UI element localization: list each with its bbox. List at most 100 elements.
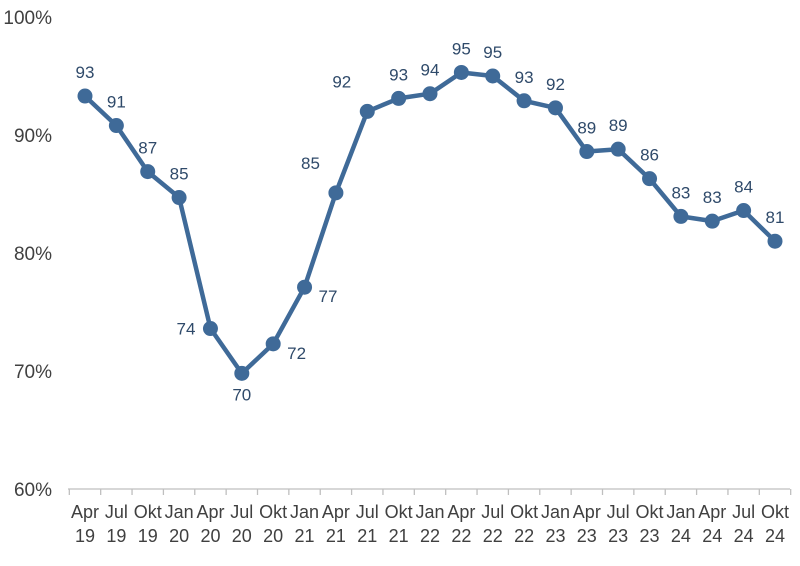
x-tick-label-line: Okt <box>636 502 664 522</box>
x-tick-label-line: 19 <box>106 526 126 546</box>
x-tick-label: Jan 22 <box>415 502 444 546</box>
data-label: 95 <box>483 43 502 62</box>
data-point <box>610 141 626 157</box>
x-tick-label: Jan 24 <box>666 502 695 546</box>
data-point <box>422 86 438 102</box>
data-point <box>516 93 532 109</box>
data-label: 95 <box>452 39 471 58</box>
x-tick-label-line: Jan <box>666 502 695 522</box>
data-label: 85 <box>170 165 189 184</box>
x-tick-label-line: 20 <box>169 526 189 546</box>
y-tick-label: 70% <box>14 362 52 383</box>
data-label: 89 <box>577 119 596 138</box>
data-point <box>328 185 344 201</box>
x-tick-label-line: Apr <box>447 502 475 522</box>
x-tick-label: Apr 21 <box>322 502 350 546</box>
x-tick-label-line: 21 <box>295 526 315 546</box>
data-label: 84 <box>734 178 753 197</box>
x-tick-label-line: 20 <box>263 526 283 546</box>
x-tick-label: Apr 19 <box>71 502 99 546</box>
x-tick-label: Okt 23 <box>636 502 664 546</box>
data-label: 86 <box>640 146 659 165</box>
x-tick-label-line: 23 <box>640 526 660 546</box>
x-tick-label: Okt 19 <box>134 502 162 546</box>
x-tick-label-line: 19 <box>75 526 95 546</box>
x-tick-label-line: 21 <box>357 526 377 546</box>
x-tick-label-line: 24 <box>734 526 754 546</box>
data-label: 93 <box>389 65 408 84</box>
x-tick-label-line: Jan <box>165 502 194 522</box>
x-tick-label: Okt 21 <box>385 502 413 546</box>
x-tick-label-line: 24 <box>765 526 785 546</box>
x-tick-label: Jul 21 <box>356 502 379 546</box>
x-tick-label-line: Jan <box>541 502 570 522</box>
x-tick-label-line: Jul <box>481 502 504 522</box>
x-tick-label-line: 24 <box>702 526 722 546</box>
x-tick-label-line: 21 <box>389 526 409 546</box>
x-tick-label-line: Apr <box>196 502 224 522</box>
x-tick-label-line: Okt <box>761 502 789 522</box>
data-point <box>234 365 250 381</box>
data-label: 83 <box>703 188 722 207</box>
x-tick-label-line: 20 <box>200 526 220 546</box>
data-label: 83 <box>671 183 690 202</box>
y-tick-label: 100% <box>3 8 52 29</box>
x-tick-label-line: Jan <box>415 502 444 522</box>
x-tick-label-line: Apr <box>322 502 350 522</box>
x-tick-label: Apr 22 <box>447 502 475 546</box>
x-tick-label: Jul 24 <box>732 502 755 546</box>
y-axis: 60% 70% 80% 90% 100% <box>3 8 52 501</box>
y-tick-label: 60% <box>14 480 52 501</box>
data-label: 93 <box>515 68 534 87</box>
data-label: 77 <box>319 287 338 306</box>
data-label: 74 <box>177 320 196 339</box>
x-tick-label-line: Okt <box>134 502 162 522</box>
data-point <box>391 90 407 106</box>
data-point <box>108 118 124 134</box>
data-points <box>77 64 783 381</box>
x-tick-label-line: Jan <box>290 502 319 522</box>
x-tick-label-line: 22 <box>451 526 471 546</box>
data-point <box>202 321 218 337</box>
x-tick-label: Apr 24 <box>698 502 726 546</box>
x-tick-label-line: 22 <box>483 526 503 546</box>
data-point <box>297 279 313 295</box>
x-tick-label-line: 24 <box>671 526 691 546</box>
x-tick-label-line: 23 <box>608 526 628 546</box>
x-axis: Apr 19 Jul 19 Okt 19 Jan 20 Apr 20 Jul 20 Okt 20 Jan 21… <box>68 488 792 546</box>
data-point <box>77 88 93 104</box>
data-point <box>547 100 563 116</box>
x-tick-label-line: 20 <box>232 526 252 546</box>
x-tick-label-line: 19 <box>138 526 158 546</box>
data-label: 85 <box>301 154 320 173</box>
x-tick-label: Apr 20 <box>196 502 224 546</box>
x-tick-label-line: 23 <box>545 526 565 546</box>
data-point <box>171 190 187 206</box>
data-label: 89 <box>609 116 628 135</box>
x-tick-label-line: 22 <box>420 526 440 546</box>
data-label: 94 <box>421 61 440 80</box>
data-label: 87 <box>138 139 157 158</box>
x-tick-label: Jul 23 <box>607 502 630 546</box>
data-label: 91 <box>107 93 126 112</box>
data-label: 92 <box>332 72 351 91</box>
x-tick-label: Jan 21 <box>290 502 319 546</box>
x-tick-label: Jan 20 <box>165 502 194 546</box>
x-tick-label: Okt 20 <box>259 502 287 546</box>
x-tick-label-line: 23 <box>577 526 597 546</box>
x-tick-label-line: Okt <box>510 502 538 522</box>
x-tick-label-line: 22 <box>514 526 534 546</box>
data-point <box>736 203 752 219</box>
y-tick-label: 90% <box>14 126 52 147</box>
x-tick-label: Jul 20 <box>230 502 253 546</box>
data-point <box>359 103 375 119</box>
data-label: 81 <box>766 208 785 227</box>
x-tick-label-line: Apr <box>698 502 726 522</box>
x-tick-label: Okt 24 <box>761 502 789 546</box>
x-tick-label-line: Jul <box>607 502 630 522</box>
x-tick-label: Okt 22 <box>510 502 538 546</box>
x-tick-label: Apr 23 <box>573 502 601 546</box>
x-tick-label: Jan 23 <box>541 502 570 546</box>
x-tick-label: Jul 22 <box>481 502 504 546</box>
x-tick-label-line: Jul <box>105 502 128 522</box>
